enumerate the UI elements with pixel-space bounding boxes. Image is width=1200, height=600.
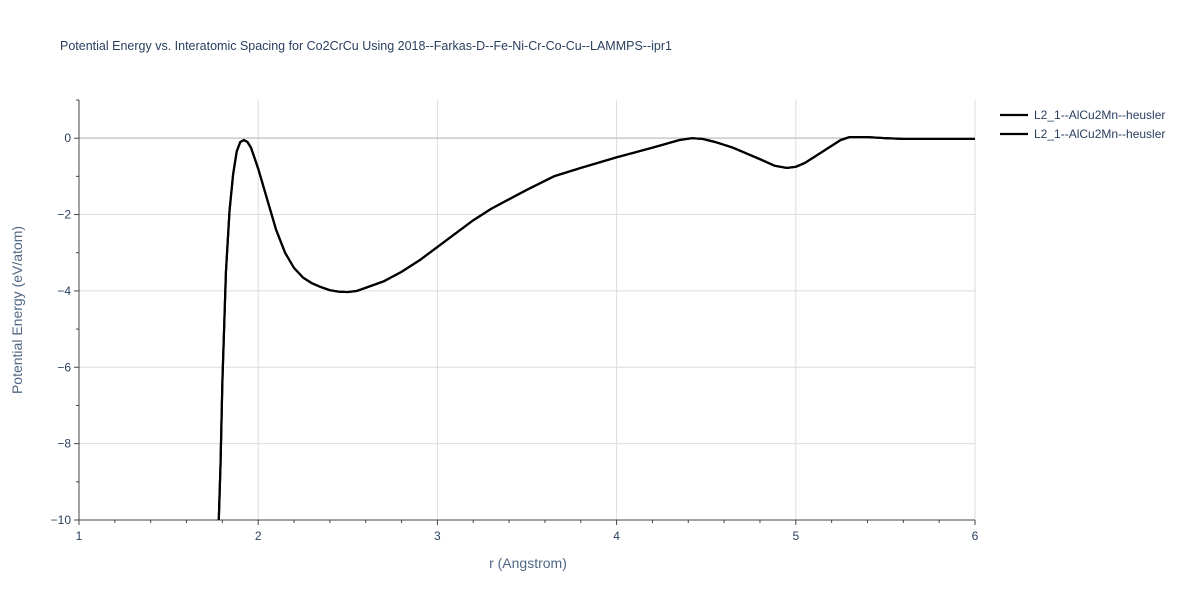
y-axis-title: Potential Energy (eV/atom) [9,226,25,394]
axes [74,99,976,525]
x-tick-label: 2 [255,529,262,543]
y-tick-label: −8 [57,437,71,451]
x-tick-label: 5 [792,529,799,543]
x-tick-label: 1 [76,529,83,543]
legend[interactable]: L2_1--AlCu2Mn--heusler L2_1--AlCu2Mn--heu… [1000,108,1165,141]
y-tick-label: 0 [64,131,71,145]
y-tick-label: −6 [57,360,71,374]
legend-label: L2_1--AlCu2Mn--heusler [1034,127,1165,141]
series-line-2 [217,135,975,520]
x-tick-label: 4 [613,529,620,543]
y-tick-label: −4 [57,284,71,298]
tick-labels: 1 2 3 4 5 6 0 −2 −4 −6 −8 −10 [51,131,979,543]
x-tick-label: 3 [434,529,441,543]
x-axis-title: r (Angstrom) [489,555,567,571]
legend-item-1[interactable]: L2_1--AlCu2Mn--heusler [1000,108,1165,122]
series-lines [217,135,975,520]
legend-item-2[interactable]: L2_1--AlCu2Mn--heusler [1000,127,1165,141]
chart-title: Potential Energy vs. Interatomic Spacing… [60,39,672,53]
x-tick-label: 6 [972,529,979,543]
y-tick-label: −2 [57,208,71,222]
y-tick-label: −10 [51,513,72,527]
legend-label: L2_1--AlCu2Mn--heusler [1034,108,1165,122]
